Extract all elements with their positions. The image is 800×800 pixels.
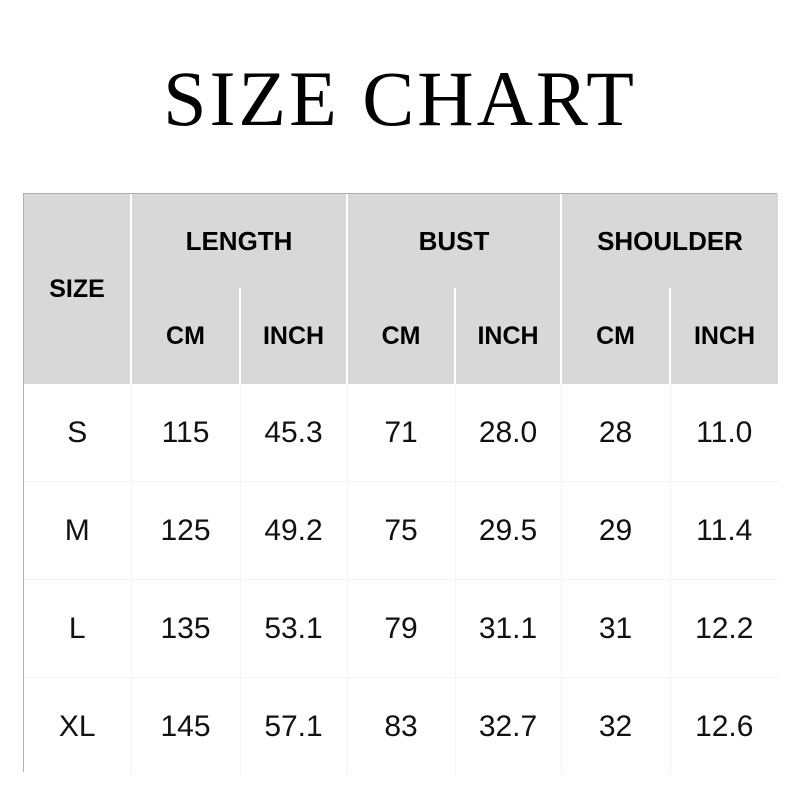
- cell-length-cm: 135: [131, 579, 241, 678]
- cell-size: L: [24, 579, 132, 678]
- header-length-inch: INCH: [238, 288, 348, 384]
- page-title: SIZE CHART: [163, 55, 637, 142]
- cell-shoulder-cm: 28: [561, 384, 671, 482]
- table-row: L 135 53.1 79 31.1 31 12.2: [24, 579, 779, 678]
- cell-shoulder-inch: 11.0: [670, 384, 779, 482]
- header-row-units: CM INCH CM INCH CM INCH: [24, 288, 779, 384]
- size-chart-table-container: SIZE LENGTH BUST SHOULDER CM INCH CM INC…: [23, 193, 779, 775]
- header-shoulder-inch: INCH: [669, 288, 779, 384]
- cell-bust-inch: 28.0: [455, 384, 562, 482]
- table-row: M 125 49.2 75 29.5 29 11.4: [24, 481, 779, 580]
- header-row-groups: SIZE LENGTH BUST SHOULDER: [24, 194, 779, 384]
- header-group-length: LENGTH: [129, 194, 348, 288]
- cell-length-inch: 49.2: [240, 481, 348, 580]
- cell-shoulder-inch: 12.2: [670, 579, 779, 678]
- cell-length-inch: 45.3: [240, 384, 348, 482]
- header-group-shoulder: SHOULDER: [560, 194, 779, 288]
- cell-bust-cm: 83: [347, 677, 456, 775]
- cell-bust-inch: 32.7: [455, 677, 562, 775]
- header-length-cm: CM: [130, 288, 240, 384]
- size-chart-table: SIZE LENGTH BUST SHOULDER CM INCH CM INC…: [24, 194, 779, 775]
- header-shoulder-cm: CM: [560, 288, 671, 384]
- header-size: SIZE: [24, 194, 131, 384]
- header-bust-inch: INCH: [454, 288, 562, 384]
- cell-shoulder-cm: 31: [561, 579, 671, 678]
- cell-length-cm: 115: [131, 384, 241, 482]
- cell-bust-inch: 31.1: [455, 579, 562, 678]
- cell-length-inch: 53.1: [240, 579, 348, 678]
- cell-bust-cm: 75: [347, 481, 456, 580]
- cell-shoulder-inch: 12.6: [670, 677, 779, 775]
- cell-bust-cm: 71: [347, 384, 456, 482]
- cell-bust-cm: 79: [347, 579, 456, 678]
- cell-shoulder-cm: 32: [561, 677, 671, 775]
- header-bust-cm: CM: [346, 288, 456, 384]
- cell-length-inch: 57.1: [240, 677, 348, 775]
- cell-size: S: [24, 384, 132, 482]
- cell-size: M: [24, 481, 132, 580]
- cell-size: XL: [24, 677, 132, 775]
- table-row: XL 145 57.1 83 32.7 32 12.6: [24, 677, 779, 775]
- cell-bust-inch: 29.5: [455, 481, 562, 580]
- header-group-bust: BUST: [346, 194, 562, 288]
- cell-length-cm: 125: [131, 481, 241, 580]
- table-body: S 115 45.3 71 28.0 28 11.0 M 125 49.2 75…: [24, 384, 779, 775]
- table-row: S 115 45.3 71 28.0 28 11.0: [24, 384, 779, 482]
- cell-shoulder-cm: 29: [561, 481, 671, 580]
- cell-shoulder-inch: 11.4: [670, 481, 779, 580]
- table-header: SIZE LENGTH BUST SHOULDER CM INCH CM INC…: [24, 194, 779, 384]
- cell-length-cm: 145: [131, 677, 241, 775]
